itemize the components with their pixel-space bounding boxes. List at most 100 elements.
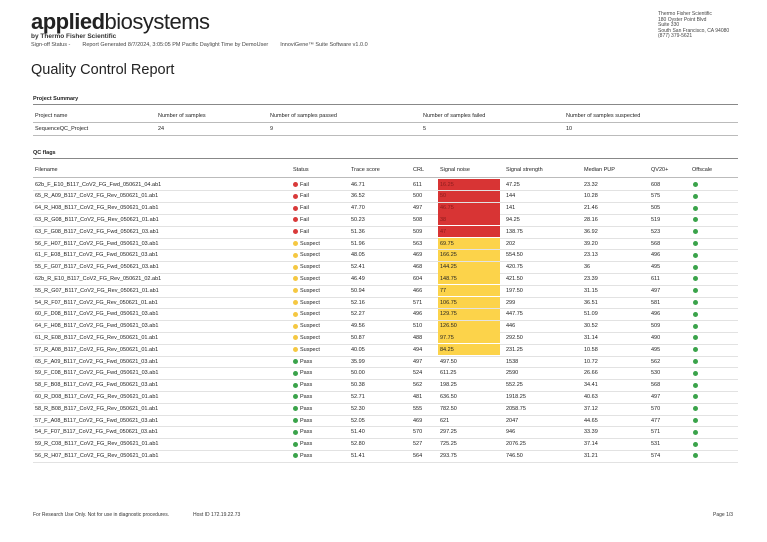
cell-text: 469 bbox=[413, 417, 423, 424]
cell-text: 50.23 bbox=[351, 216, 365, 223]
cell-text: 44.65 bbox=[584, 417, 598, 424]
cell-text: 2590 bbox=[506, 370, 519, 377]
cell-text: 52.30 bbox=[351, 405, 365, 412]
column-header: Number of samples bbox=[158, 113, 206, 119]
offscale-dot bbox=[693, 347, 698, 353]
offscale-dot bbox=[693, 382, 698, 388]
meta-item: Report Generated 8/7/2024, 3:05:05 PM Pa… bbox=[82, 42, 269, 48]
cell-text: 571 bbox=[651, 429, 661, 436]
cell-text: 9 bbox=[270, 126, 274, 132]
cell-text: 51.40 bbox=[351, 429, 365, 436]
cell-text: 48.05 bbox=[351, 252, 365, 259]
status-dot bbox=[293, 182, 298, 187]
cell-text: 40.63 bbox=[584, 393, 598, 400]
cell-text: 31.15 bbox=[584, 287, 598, 294]
cell-text: 496 bbox=[651, 252, 661, 259]
cell-text: 47.25 bbox=[506, 181, 520, 188]
cell-text: 52.71 bbox=[351, 393, 365, 400]
cell-text: 144.25 bbox=[440, 264, 457, 271]
signal-noise-flag bbox=[438, 202, 500, 214]
offscale-dot bbox=[693, 359, 698, 364]
cell-text: 527 bbox=[413, 441, 423, 448]
cell-text: 946 bbox=[506, 429, 516, 436]
cell-text: 50.00 bbox=[351, 370, 365, 377]
offscale-dot bbox=[693, 453, 698, 459]
cell-text: 47 bbox=[440, 228, 447, 235]
offscale-dot bbox=[693, 323, 698, 329]
status-dot bbox=[293, 276, 298, 282]
column-header: Filename bbox=[35, 167, 58, 173]
cell-text: 524 bbox=[413, 370, 423, 377]
cell-text: 64_R_H08_B117_CoV2_FG_Rev_050621_01.ab1 bbox=[35, 205, 159, 212]
cell-text: 84.25 bbox=[440, 346, 454, 353]
cell-text: 447.75 bbox=[506, 311, 523, 318]
cell-text: 30.52 bbox=[584, 323, 598, 330]
row-border bbox=[33, 261, 738, 263]
signal-noise-flag bbox=[438, 261, 500, 273]
cell-text: 49.56 bbox=[351, 323, 365, 330]
status-text: Fail bbox=[300, 228, 309, 235]
cell-text: 46.75 bbox=[440, 205, 454, 212]
cell-text: 293.75 bbox=[440, 452, 457, 459]
cell-text: 466 bbox=[413, 287, 423, 294]
cell-text: 50.94 bbox=[351, 287, 365, 294]
signal-noise-flag bbox=[438, 226, 500, 238]
signal-noise-flag bbox=[438, 332, 500, 344]
meta-item: InnoviGene™ Suite Software v1.0.0 bbox=[280, 42, 368, 48]
cell-text: 23.32 bbox=[584, 181, 598, 188]
row-border bbox=[33, 367, 738, 369]
status-dot bbox=[293, 311, 298, 317]
row-border bbox=[33, 320, 738, 322]
row-border bbox=[33, 438, 738, 440]
offscale-dot bbox=[693, 406, 698, 412]
column-header: Number of samples suspected bbox=[566, 113, 641, 119]
section-heading: QC flags bbox=[33, 150, 56, 156]
status-dot bbox=[293, 229, 298, 235]
cell-text: 552.25 bbox=[506, 382, 523, 389]
cell-text: 575 bbox=[651, 193, 661, 200]
cell-text: 144 bbox=[506, 193, 516, 200]
cell-text: 481 bbox=[413, 393, 423, 400]
status-text: Suspect bbox=[300, 252, 320, 259]
section-heading: Project Summary bbox=[33, 96, 79, 102]
cell-text: 562 bbox=[651, 358, 661, 365]
row-border bbox=[33, 284, 738, 286]
cell-text: 571 bbox=[413, 299, 423, 306]
cell-text: 36.52 bbox=[351, 193, 365, 200]
offscale-dot bbox=[693, 193, 698, 199]
cell-text: 52.41 bbox=[351, 264, 365, 271]
cell-text: 2047 bbox=[506, 417, 519, 424]
cell-text: 530 bbox=[651, 370, 661, 377]
cell-text: 37.14 bbox=[584, 441, 598, 448]
row-border bbox=[33, 296, 738, 298]
column-header: Project name bbox=[35, 113, 68, 119]
status-text: Suspect bbox=[300, 287, 320, 294]
status-text: Suspect bbox=[300, 323, 320, 330]
row-border bbox=[33, 414, 738, 416]
cell-text: 636.50 bbox=[440, 393, 457, 400]
cell-text: 52.80 bbox=[351, 441, 365, 448]
cell-text: 36.92 bbox=[584, 228, 598, 235]
cell-text: 292.50 bbox=[506, 334, 523, 341]
logo-sub: by Thermo Fisher Scientific bbox=[31, 33, 117, 40]
cell-text: 63_R_G08_B117_CoV2_FG_Rev_050621_01.ab1 bbox=[35, 216, 159, 223]
cell-text: 10.72 bbox=[584, 358, 598, 365]
cell-text: 782.50 bbox=[440, 405, 457, 412]
cell-text: 496 bbox=[651, 311, 661, 318]
status-text: Pass bbox=[300, 429, 313, 436]
cell-text: 621 bbox=[440, 417, 450, 424]
cell-text: 508 bbox=[413, 216, 423, 223]
cell-text: 10.28 bbox=[584, 193, 598, 200]
cell-text: 52.27 bbox=[351, 311, 365, 318]
column-header: Signal noise bbox=[440, 167, 470, 173]
cell-text: 611 bbox=[651, 275, 660, 282]
cell-text: 497.50 bbox=[440, 358, 457, 365]
cell-text: 497 bbox=[413, 358, 423, 365]
cell-text: 16.25 bbox=[440, 181, 454, 188]
cell-text: 141 bbox=[506, 205, 516, 212]
cell-text: 37.12 bbox=[584, 405, 598, 412]
cell-text: 563 bbox=[413, 240, 423, 247]
column-header: Trace score bbox=[351, 167, 380, 173]
cell-text: 494 bbox=[413, 346, 423, 353]
